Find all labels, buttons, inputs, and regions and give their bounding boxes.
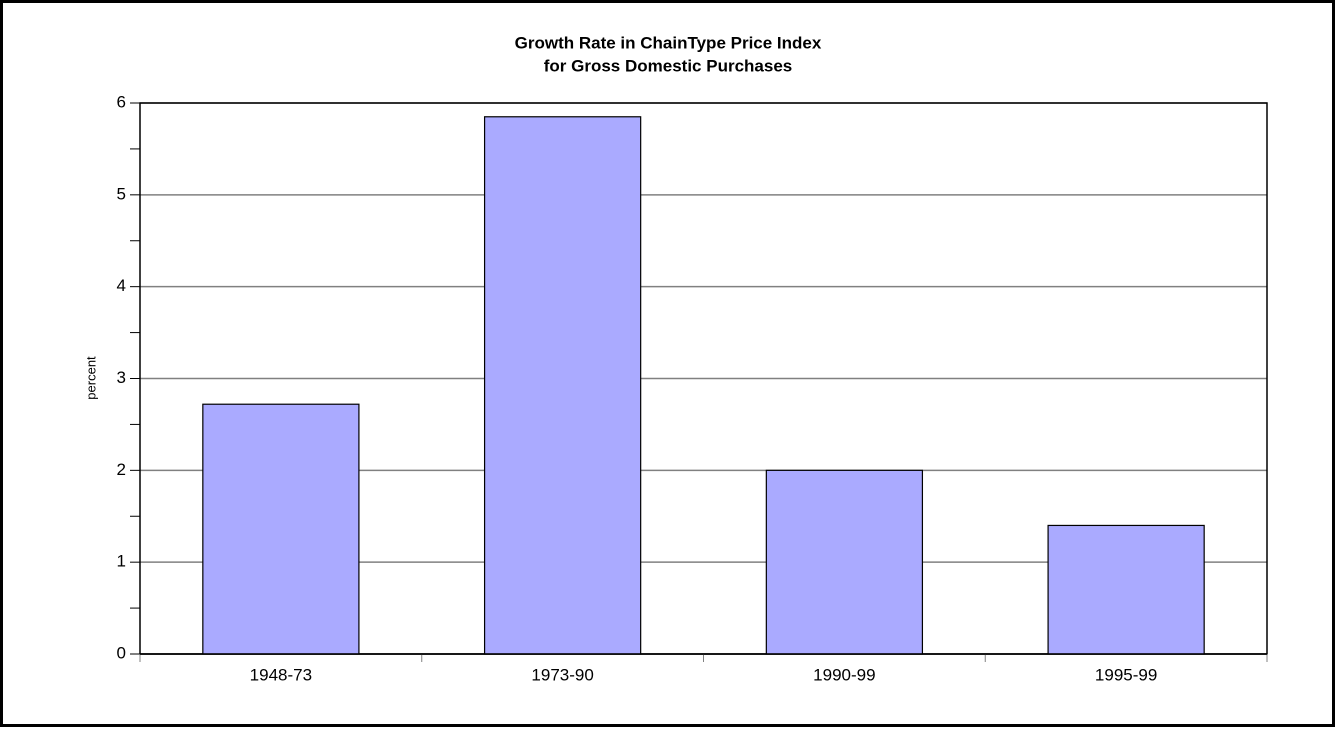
y-tick-label: 2: [117, 460, 126, 479]
x-tick-label: 1948-73: [250, 665, 312, 684]
y-tick-label: 0: [117, 643, 126, 662]
y-tick-label: 4: [117, 276, 126, 295]
x-tick-label: 1973-90: [531, 665, 593, 684]
bar: [765, 469, 924, 655]
y-axis-label: percent: [83, 356, 98, 400]
y-tick-label: 3: [117, 368, 126, 387]
y-tick-label: 5: [117, 184, 126, 203]
x-tick-label: 1995-99: [1095, 665, 1157, 684]
y-tick-label: 1: [117, 552, 126, 571]
bar: [202, 403, 360, 655]
x-tick-label: 1990-99: [813, 665, 875, 684]
chart-title: Growth Rate in ChainType Price Index: [515, 33, 822, 52]
y-tick-label: 6: [117, 92, 126, 111]
bar: [1047, 524, 1205, 655]
chart-subtitle: for Gross Domestic Purchases: [544, 56, 792, 75]
bar: [483, 116, 642, 655]
